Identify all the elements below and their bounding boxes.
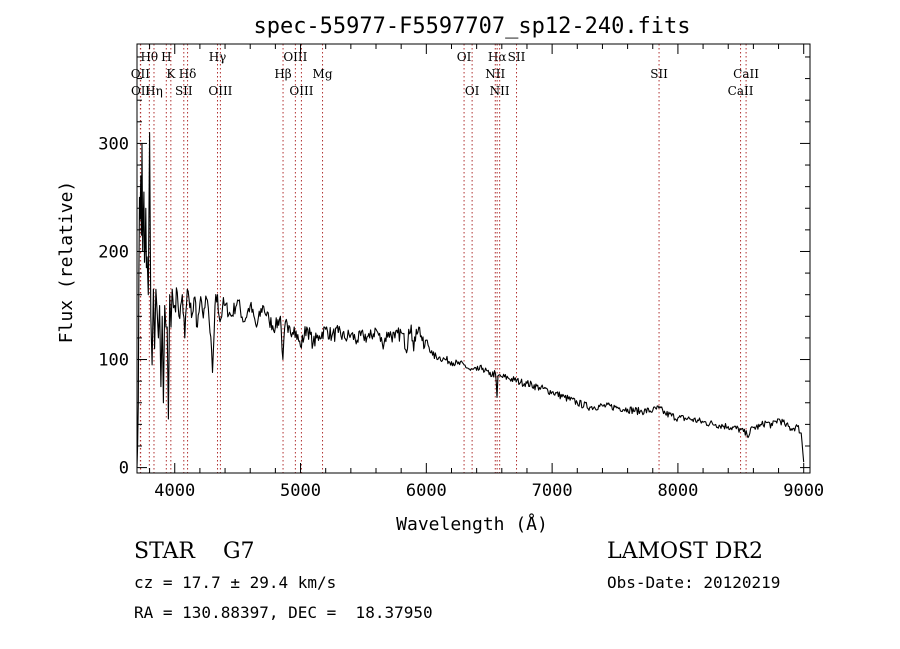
spectrum-series: [136, 132, 805, 468]
y-tick-label: 0: [119, 459, 129, 479]
line-marker-label: Hδ: [179, 67, 197, 81]
survey-name: LAMOST DR2: [607, 539, 763, 564]
x-tick-label: 8000: [657, 481, 698, 501]
line-marker-label: OII: [131, 84, 151, 98]
plot-frame: [136, 43, 811, 474]
line-marker-label: SII: [508, 50, 526, 64]
line-marker-label: NII: [490, 84, 510, 98]
spectrum-line: [136, 132, 805, 468]
line-marker-label: OIII: [289, 84, 313, 98]
y-tick-label: 300: [98, 134, 129, 154]
observation-date: Obs-Date: 20120219: [607, 573, 781, 592]
line-marker-label: OI: [457, 50, 472, 64]
line-marker-label: Hα: [488, 50, 507, 64]
line-marker-label: NII: [485, 67, 505, 81]
line-marker-label: Mg: [313, 67, 333, 81]
line-marker-label: CaII: [733, 67, 759, 81]
y-tick-label: 200: [98, 242, 129, 262]
x-tick-label: 9000: [783, 481, 824, 501]
line-marker-label: SII: [175, 84, 193, 98]
line-marker-label: CaII: [728, 84, 754, 98]
line-marker-label: OIII: [283, 50, 307, 64]
line-marker-label: Hγ: [209, 50, 227, 64]
line-marker-label: K: [166, 67, 176, 81]
line-marker-label: H: [161, 50, 171, 64]
y-axis-label: Flux (relative): [56, 181, 77, 344]
line-marker-label: Hβ: [274, 67, 291, 81]
plot-axes: 4000 5000 6000 7000 8000 9000 0 100 200 300: [98, 43, 824, 501]
line-marker-label: Hη: [145, 84, 163, 98]
line-marker-label: OII: [131, 67, 151, 81]
object-class: STAR G7: [134, 539, 255, 564]
line-marker-label: OIII: [208, 84, 232, 98]
redshift-readout: cz = 17.7 ± 29.4 km/s: [134, 573, 337, 592]
x-tick-label: 4000: [154, 481, 195, 501]
x-tick-label: 6000: [406, 481, 447, 501]
y-tick-label: 100: [98, 351, 129, 371]
coordinates: RA = 130.88397, DEC = 18.37950: [134, 603, 433, 622]
chart-title: spec-55977-F5597707_sp12-240.fits: [253, 14, 690, 39]
x-tick-label: 7000: [532, 481, 573, 501]
x-tick-label: 5000: [280, 481, 321, 501]
line-marker-label: OI: [465, 84, 480, 98]
line-marker-label: SII: [650, 67, 668, 81]
line-marker-label: Hθ: [140, 50, 158, 64]
x-axis-label: Wavelength (Å): [396, 513, 548, 535]
